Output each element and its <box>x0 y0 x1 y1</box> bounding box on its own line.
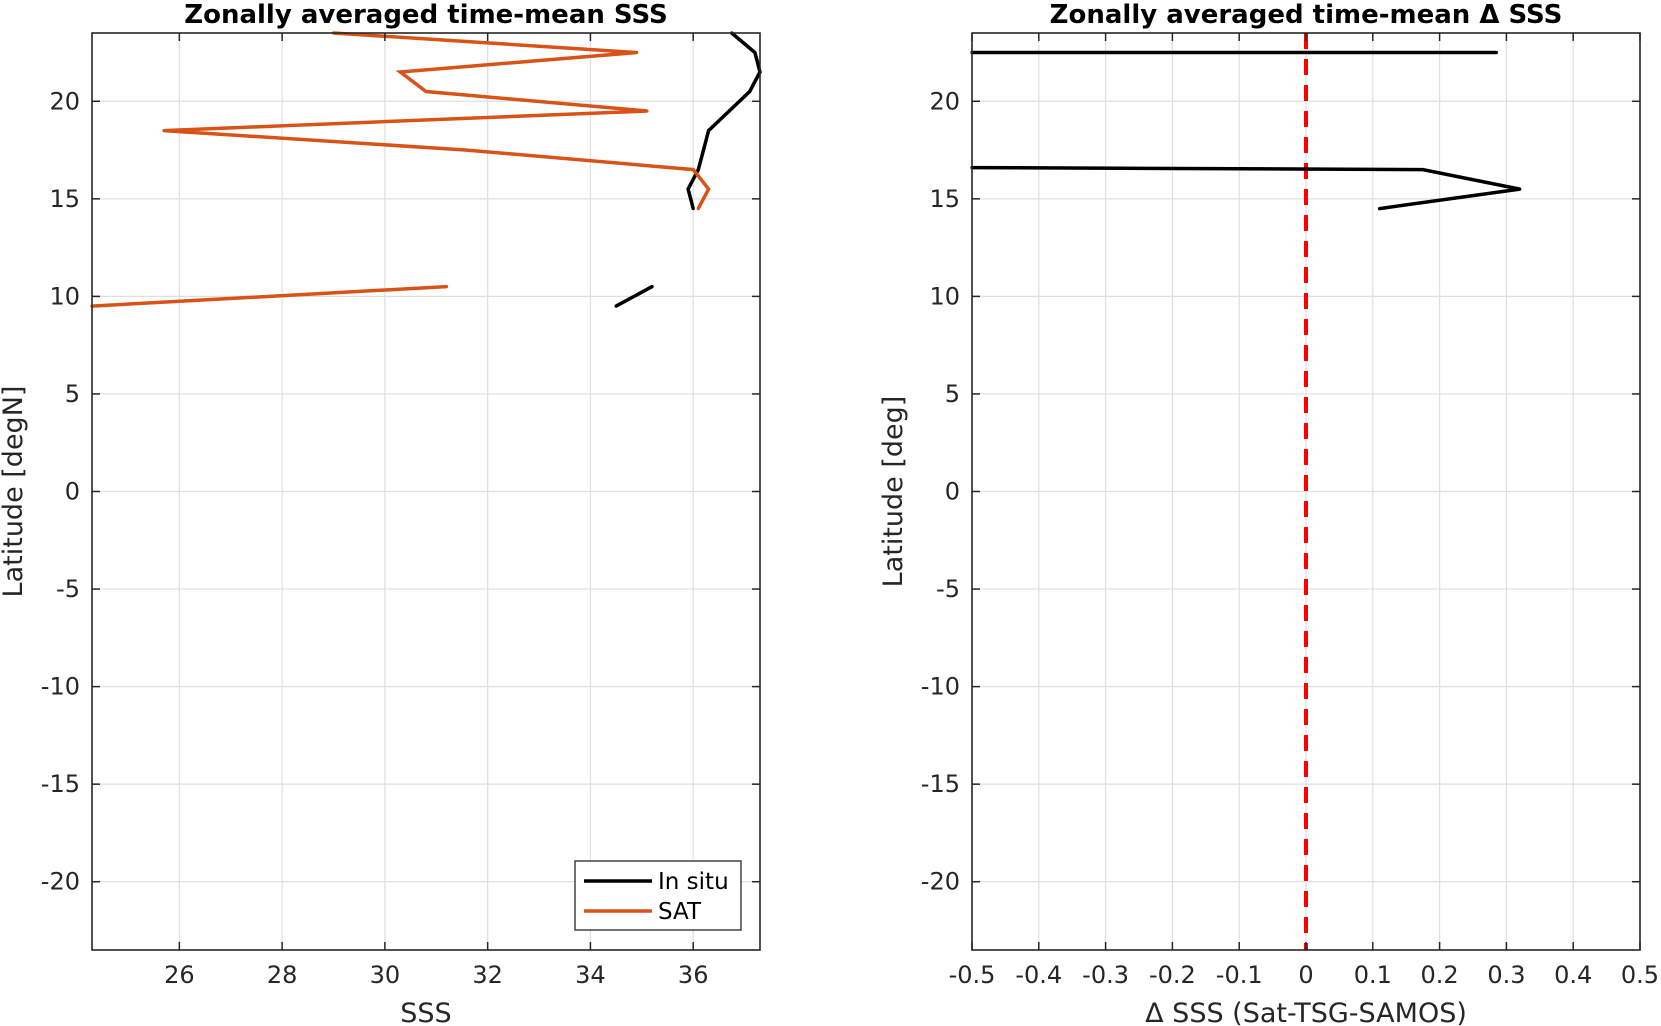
y-tick-label: 10 <box>929 282 960 310</box>
in-situ-line-segment <box>615 285 653 308</box>
data-point <box>1421 167 1425 172</box>
y-tick-label: -20 <box>41 868 80 896</box>
legend-entry: SAT <box>658 899 702 925</box>
data-point <box>424 89 428 94</box>
x-tick-label: 0.2 <box>1421 961 1459 989</box>
x-tick-label: -0.2 <box>1149 961 1196 989</box>
x-tick-label: 0.1 <box>1354 961 1392 989</box>
sat-line-segment <box>91 284 447 308</box>
y-tick-label: -5 <box>56 575 80 603</box>
x-tick-label: 30 <box>370 961 401 989</box>
x-tick-label: 32 <box>472 961 503 989</box>
y-tick-label: 0 <box>65 478 80 506</box>
y-tick-label: -15 <box>921 770 960 798</box>
y-tick-label: 10 <box>49 282 80 310</box>
data-point <box>650 285 654 289</box>
data-point <box>686 187 690 191</box>
x-tick-label: 0 <box>1298 961 1313 989</box>
x-tick-label: -0.1 <box>1216 961 1263 989</box>
delta-line-segment <box>971 165 1521 211</box>
data-point <box>727 109 731 113</box>
y-tick-label: 15 <box>49 185 80 213</box>
sat-line-segment <box>163 31 711 210</box>
y-tick-label: -20 <box>921 868 960 896</box>
y-tick-label: 20 <box>49 87 80 115</box>
x-tick-label: 26 <box>164 961 195 989</box>
data-point <box>753 50 757 55</box>
x-tick-label: 0.3 <box>1487 961 1525 989</box>
x-tick-label: 28 <box>267 961 298 989</box>
data-point <box>645 109 649 113</box>
x-tick-label: 0.5 <box>1621 961 1659 989</box>
y-tick-label: 15 <box>929 185 960 213</box>
data-point <box>1494 50 1498 55</box>
data-point <box>701 148 706 152</box>
legend-entry: In situ <box>658 869 729 895</box>
data-point <box>691 167 695 172</box>
y-tick-label: -5 <box>936 575 960 603</box>
y-tick-label: -10 <box>41 673 80 701</box>
x-tick-label: 34 <box>575 961 606 989</box>
y-axis-label: Latitude [degN] <box>0 386 29 598</box>
data-point <box>696 167 700 172</box>
data-point <box>707 128 711 133</box>
in-situ-line-segment <box>686 31 762 210</box>
data-point <box>162 128 166 133</box>
data-point <box>691 206 695 211</box>
legend: In situ SAT <box>574 860 742 931</box>
x-tick-label: -0.4 <box>1015 961 1062 989</box>
legend-box <box>574 860 742 931</box>
data-point <box>1377 206 1382 211</box>
chart-title: Zonally averaged time-mean Δ SSS <box>1050 0 1563 30</box>
y-axis-label: Latitude [deg] <box>878 396 909 588</box>
x-axis-label: SSS <box>400 998 451 1026</box>
x-axis-label: Δ SSS (Sat-TSG-SAMOS) <box>1145 998 1467 1026</box>
y-tick-label: 5 <box>65 380 80 408</box>
x-tick-label: 0.4 <box>1554 961 1592 989</box>
data-point <box>635 50 639 55</box>
x-tick-label: 36 <box>678 961 709 989</box>
data-point <box>465 148 469 152</box>
y-tick-label: 0 <box>945 478 960 506</box>
data-point <box>1518 187 1522 191</box>
y-tick-label: -15 <box>41 770 80 798</box>
y-tick-label: -10 <box>921 673 960 701</box>
data-point <box>748 89 752 94</box>
data-point <box>707 187 711 191</box>
x-tick-label: -0.3 <box>1082 961 1129 989</box>
left-panel-sss: 26 28 30 32 34 36 20 15 10 5 0 -5 -10 -15 -20 Zonally a… <box>0 0 762 1026</box>
y-tick-label: 5 <box>945 380 960 408</box>
data-point <box>696 206 700 211</box>
data-point <box>614 304 618 308</box>
data-point <box>444 285 449 289</box>
data-point <box>398 70 402 74</box>
right-panel-delta-sss: -0.5 -0.4 -0.3 -0.2 -0.1 0 0.1 0.2 0.3 0.4 0.5 20 15… <box>878 0 1659 1026</box>
x-tick-label: -0.5 <box>949 961 996 989</box>
y-tick-label: 20 <box>929 87 960 115</box>
chart-title: Zonally averaged time-mean SSS <box>184 0 668 30</box>
